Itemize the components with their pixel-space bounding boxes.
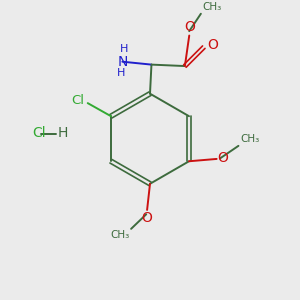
- Text: O: O: [142, 212, 152, 225]
- Text: Cl: Cl: [71, 94, 84, 107]
- Text: H: H: [58, 126, 68, 140]
- Text: O: O: [207, 38, 218, 52]
- Text: CH₃: CH₃: [202, 2, 222, 12]
- Text: H: H: [117, 68, 125, 78]
- Text: H: H: [120, 44, 128, 54]
- Text: O: O: [218, 151, 228, 165]
- Text: CH₃: CH₃: [110, 230, 130, 240]
- Text: CH₃: CH₃: [240, 134, 259, 144]
- Text: Cl: Cl: [32, 126, 46, 140]
- Text: N: N: [117, 55, 128, 69]
- Text: O: O: [184, 20, 195, 34]
